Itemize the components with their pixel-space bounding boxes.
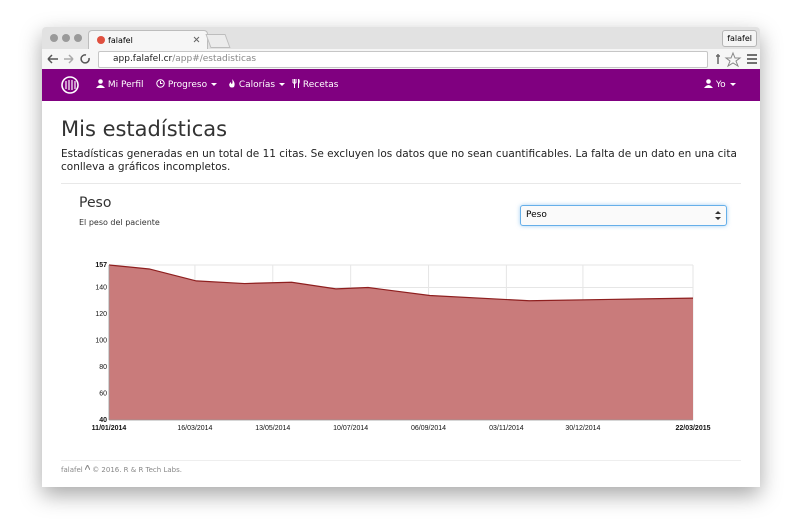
icon bbox=[704, 79, 713, 88]
tab[interactable]: falafel bbox=[88, 30, 208, 50]
nav-buttons[interactable] bbox=[42, 49, 96, 69]
select-arrows bbox=[715, 211, 721, 220]
icon bbox=[96, 79, 105, 88]
logo[interactable] bbox=[60, 75, 80, 95]
x-tick-label: 11/01/2014 bbox=[92, 425, 127, 432]
nav-label: Recetas bbox=[302, 80, 339, 90]
select-value: Peso bbox=[526, 210, 547, 220]
url-field[interactable]: app.falafel.cr/app#/estadisticas bbox=[98, 51, 708, 68]
footer-icon bbox=[84, 463, 91, 471]
x-tick-label: 03/11/2014 bbox=[489, 425, 524, 432]
nav-item[interactable]: Calorías bbox=[228, 69, 286, 101]
toolbar-icons[interactable] bbox=[710, 49, 760, 69]
icon bbox=[292, 78, 300, 88]
panel-subtitle: El peso del paciente bbox=[79, 218, 160, 227]
address-bar: app.falafel.cr/app#/estadisticas bbox=[42, 49, 760, 70]
nav-label: Mi Perfil bbox=[107, 80, 144, 90]
divider bbox=[61, 460, 741, 461]
area bbox=[109, 265, 693, 420]
y-tick-label: 60 bbox=[99, 390, 107, 397]
url-path: /app#/estadisticas bbox=[172, 54, 257, 64]
footer: falafel © 2016. R & R Tech Labs. bbox=[61, 463, 182, 474]
x-tick-label: 30/12/2014 bbox=[565, 425, 600, 432]
y-tick-label: 120 bbox=[95, 311, 107, 318]
minimize-button[interactable] bbox=[62, 34, 70, 42]
content: Mis estadísticas Estadísticas generadas … bbox=[42, 101, 760, 487]
y-tick-label: 157 bbox=[95, 262, 107, 269]
page-description: Estadísticas generadas en un total de 11… bbox=[61, 148, 737, 173]
nav-user[interactable]: Yo bbox=[704, 69, 736, 101]
panel-title: Peso bbox=[79, 195, 112, 211]
nav-label: Yo bbox=[715, 80, 726, 90]
footer-text: © 2016. R & R Tech Labs. bbox=[92, 466, 182, 474]
x-tick-label: 13/05/2014 bbox=[255, 425, 290, 432]
url-domain: app.falafel.cr bbox=[113, 54, 173, 64]
nav-label: Progreso bbox=[167, 80, 208, 90]
nav-item[interactable]: Recetas bbox=[292, 69, 338, 101]
tab-close[interactable] bbox=[193, 31, 201, 50]
maximize-button[interactable] bbox=[74, 34, 82, 42]
nav-item[interactable]: Progreso bbox=[156, 69, 218, 101]
new-tab[interactable] bbox=[205, 34, 231, 48]
tab-bar: falafel falafel bbox=[42, 27, 760, 50]
browser-window: falafel falafel app.falafel.cr/app#/esta… bbox=[42, 27, 760, 487]
favicon bbox=[97, 36, 105, 44]
page-title: Mis estadísticas bbox=[61, 117, 228, 141]
nav-item[interactable]: Mi Perfil bbox=[96, 69, 144, 101]
x-tick-label: 10/07/2014 bbox=[333, 425, 368, 432]
icon bbox=[156, 79, 165, 88]
x-tick-label: 22/03/2015 bbox=[675, 425, 710, 432]
profile-button[interactable]: falafel bbox=[722, 30, 757, 47]
footer-brand: falafel bbox=[61, 466, 83, 474]
icon bbox=[229, 79, 235, 88]
x-tick-label: 06/09/2014 bbox=[411, 425, 446, 432]
y-tick-label: 140 bbox=[95, 284, 107, 291]
area-line bbox=[108, 264, 694, 302]
nav-label: Calorías bbox=[238, 80, 276, 90]
y-tick-label: 40 bbox=[99, 417, 107, 424]
chart: 40 60 80 100 120 140 157 11/01/2014 16/03/2014 13… bbox=[92, 262, 711, 432]
y-tick-label: 80 bbox=[99, 364, 107, 371]
close-button[interactable] bbox=[50, 34, 58, 42]
navbar: Mi Perfil Progreso Calorías Recetas Yo bbox=[42, 69, 760, 101]
chart-select[interactable]: Peso bbox=[520, 205, 727, 226]
divider bbox=[61, 183, 741, 184]
x-tick-label: 16/03/2014 bbox=[177, 425, 212, 432]
tab-title: falafel bbox=[108, 36, 133, 45]
y-tick-label: 100 bbox=[95, 337, 107, 344]
